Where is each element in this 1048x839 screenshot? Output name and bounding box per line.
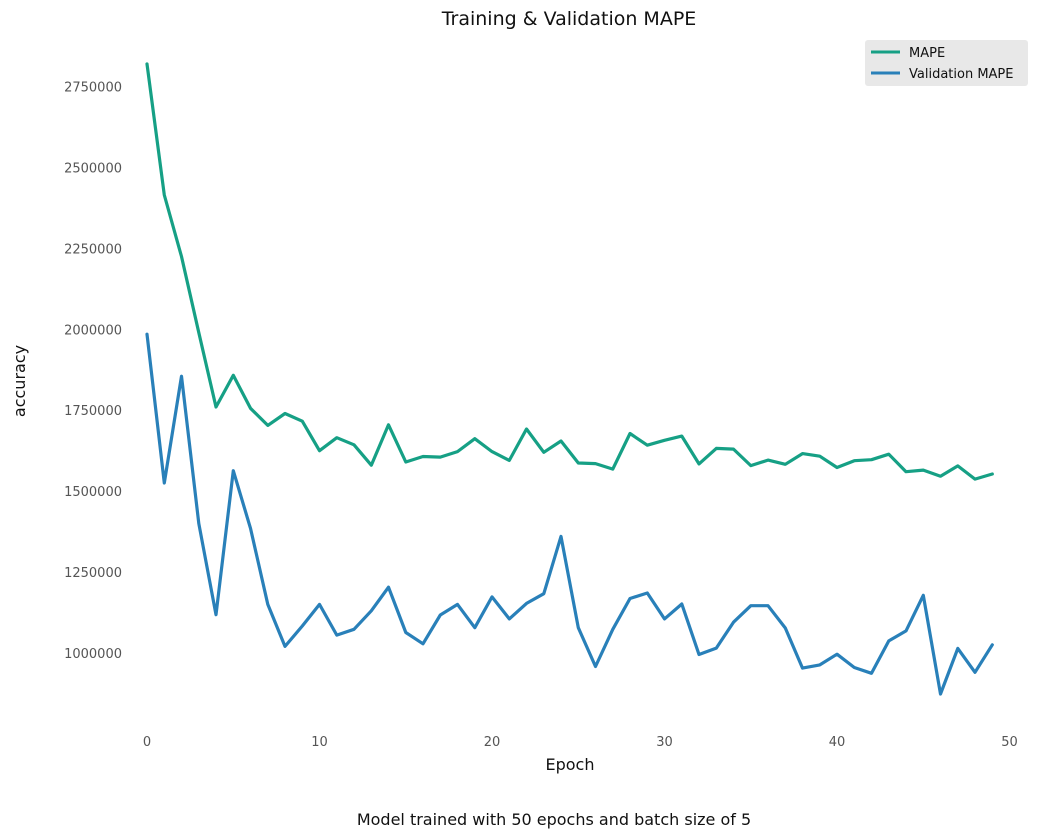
y-axis-ticks: 1000000 1250000 1500000 1750000 2000000 22500…	[64, 81, 122, 662]
y-axis-label: accuracy	[10, 345, 29, 417]
x-axis-label: Epoch	[546, 755, 595, 774]
x-tick-label: 20	[484, 735, 501, 750]
legend-label-validation-mape: Validation MAPE	[909, 67, 1014, 82]
chart-title: Training & Validation MAPE	[441, 8, 697, 30]
y-tick-label: 1250000	[64, 566, 122, 581]
validation-mape-series-line	[145, 332, 994, 696]
y-tick-label: 1500000	[64, 485, 122, 500]
y-tick-label: 1000000	[64, 647, 122, 662]
x-tick-label: 10	[311, 735, 328, 750]
x-tick-label: 40	[829, 735, 846, 750]
y-tick-label: 1750000	[64, 404, 122, 419]
chart-legend: MAPE Validation MAPE	[865, 40, 1028, 86]
x-tick-label: 50	[1001, 735, 1018, 750]
legend-label-mape: MAPE	[909, 46, 945, 61]
mape-series-line	[145, 62, 994, 481]
y-tick-label: 2500000	[64, 162, 122, 177]
series-lines	[145, 62, 994, 696]
y-tick-label: 2000000	[64, 323, 122, 338]
chart-caption: Model trained with 50 epochs and batch s…	[357, 810, 751, 829]
x-tick-label: 0	[143, 735, 151, 750]
x-axis-ticks: 0 10 20 30 40 50	[143, 735, 1018, 750]
y-tick-label: 2750000	[64, 81, 122, 96]
legend-background	[865, 40, 1028, 86]
x-tick-label: 30	[656, 735, 673, 750]
y-tick-label: 2250000	[64, 242, 122, 257]
